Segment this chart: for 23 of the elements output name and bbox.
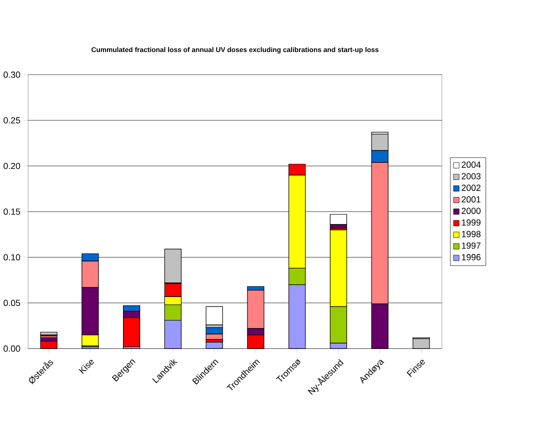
legend-label: 2004 (462, 162, 481, 168)
y-tick-label: 0.30 (4, 72, 20, 78)
bar (206, 306, 223, 326)
legend-label: 1997 (462, 242, 480, 249)
bar (412, 338, 430, 350)
legend-label: 2000 (462, 208, 481, 214)
y-tick-label: 0.15 (4, 208, 20, 215)
legend-label: 2003 (462, 173, 481, 180)
y-tick-label: 0.10 (4, 254, 20, 261)
y-tick-label: 0.00 (4, 346, 20, 352)
y-tick-label: 0.25 (4, 117, 20, 124)
bar (206, 342, 223, 350)
y-tick-label: 0.05 (4, 300, 20, 306)
legend-label: 1998 (462, 231, 481, 238)
legend-label: 2001 (462, 196, 480, 203)
bar (40, 332, 58, 336)
y-tick-label: 0.20 (4, 162, 20, 170)
bar (40, 341, 58, 350)
legend-label: 1999 (462, 220, 481, 226)
legend-label: 1996 (462, 254, 481, 260)
bar (330, 214, 348, 225)
legend-label: 2002 (462, 184, 480, 192)
x-tick-label: Kise (78, 360, 94, 374)
